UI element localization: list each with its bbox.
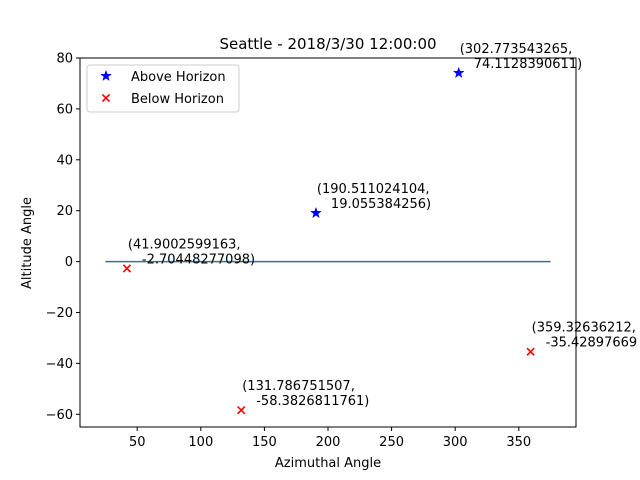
- marker-stroke: [237, 405, 246, 415]
- x-axis-label: Azimuthal Angle: [275, 456, 381, 471]
- y-tick-label: 60: [56, 102, 73, 117]
- legend: Above Horizon Below Horizon: [86, 64, 240, 113]
- axes-frame: [79, 57, 577, 428]
- point-annotation: (41.9002599163,: [128, 237, 241, 252]
- point-annotation: -2.70448277098): [142, 252, 255, 267]
- y-tick-label: −40: [46, 357, 73, 372]
- chart-title: Seattle - 2018/3/30 12:00:00: [219, 35, 436, 53]
- x-tick-label: 150: [252, 435, 277, 450]
- x-tick-label: 100: [188, 435, 213, 450]
- y-axis-label: Altitude Angle: [20, 197, 35, 289]
- marker-stroke: [122, 264, 132, 273]
- data-point: [526, 347, 535, 356]
- legend-box: [86, 64, 240, 113]
- point-annotation: (131.786751507,: [242, 379, 355, 394]
- point-annotation: (190.511024104,: [317, 182, 430, 197]
- marker-stroke: [526, 347, 535, 356]
- x-tick-label: 50: [129, 435, 146, 450]
- data-point: [309, 206, 322, 219]
- point-annotation: 19.055384256): [331, 197, 431, 212]
- point-annotation: (302.773543265,: [460, 42, 573, 57]
- marker-stroke: [101, 93, 111, 103]
- point-annotation: (359.32636212,: [532, 321, 636, 336]
- data-point: [452, 66, 465, 79]
- x-tick-label: 250: [379, 435, 404, 450]
- x-tick-label: 350: [506, 435, 531, 450]
- x-tick-label: 300: [443, 435, 468, 450]
- point-annotation: 74.1128390611): [474, 57, 582, 72]
- y-tick-label: −20: [46, 306, 73, 321]
- y-tick-label: 80: [56, 52, 73, 67]
- legend-marker: [100, 69, 112, 82]
- legend-marker: [101, 93, 111, 103]
- y-tick-label: 0: [65, 255, 73, 270]
- data-point: [237, 405, 246, 415]
- legend-entry: Above Horizon: [131, 70, 226, 85]
- x-tick-label: 200: [316, 435, 341, 450]
- plot-area: 50 100 150 200 250 300 350 −60 −40 −20 0 20 40 60 80 (3…: [46, 42, 638, 450]
- y-tick-label: 40: [56, 153, 73, 168]
- data-point: [122, 264, 132, 273]
- y-tick-label: −60: [46, 408, 73, 423]
- point-annotation: -35.42897669: [546, 336, 638, 351]
- legend-entry: Below Horizon: [131, 92, 224, 107]
- y-tick-label: 20: [56, 204, 73, 219]
- point-annotation: -58.3826811761): [256, 394, 369, 409]
